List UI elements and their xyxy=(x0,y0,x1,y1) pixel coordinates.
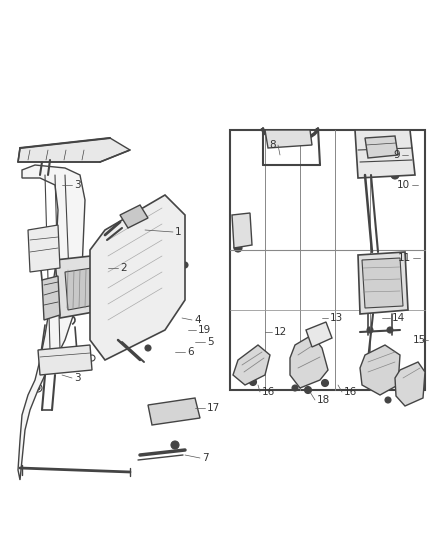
Polygon shape xyxy=(28,225,60,272)
Polygon shape xyxy=(42,276,60,320)
Text: 16: 16 xyxy=(344,387,357,397)
Circle shape xyxy=(367,327,373,333)
Text: 1: 1 xyxy=(175,227,182,237)
Polygon shape xyxy=(65,268,95,310)
Text: 7: 7 xyxy=(202,453,208,463)
Polygon shape xyxy=(120,205,148,228)
Text: 10: 10 xyxy=(397,180,410,190)
Text: 13: 13 xyxy=(330,313,343,323)
Text: 3: 3 xyxy=(74,180,81,190)
Circle shape xyxy=(123,319,127,325)
Text: 3: 3 xyxy=(74,373,81,383)
Circle shape xyxy=(391,171,399,179)
Polygon shape xyxy=(232,213,252,248)
Circle shape xyxy=(321,379,328,386)
Circle shape xyxy=(250,378,257,385)
Polygon shape xyxy=(358,252,408,314)
Circle shape xyxy=(254,367,261,374)
Polygon shape xyxy=(265,130,312,148)
Text: 14: 14 xyxy=(392,313,405,323)
Circle shape xyxy=(234,244,242,252)
Text: 9: 9 xyxy=(393,150,400,160)
Polygon shape xyxy=(38,345,92,375)
Circle shape xyxy=(36,386,40,390)
Circle shape xyxy=(145,345,151,351)
Polygon shape xyxy=(90,195,185,360)
Polygon shape xyxy=(18,138,130,162)
Text: 18: 18 xyxy=(317,395,330,405)
Circle shape xyxy=(171,441,179,449)
Text: 16: 16 xyxy=(262,387,275,397)
Circle shape xyxy=(307,372,313,378)
Polygon shape xyxy=(365,136,398,158)
Polygon shape xyxy=(148,398,200,425)
Text: 12: 12 xyxy=(274,327,287,337)
Text: 19: 19 xyxy=(198,325,211,335)
Polygon shape xyxy=(395,362,425,406)
Polygon shape xyxy=(290,335,328,388)
Text: 5: 5 xyxy=(207,337,214,347)
Circle shape xyxy=(182,262,188,268)
Text: 15: 15 xyxy=(413,335,426,345)
Circle shape xyxy=(385,397,391,403)
Circle shape xyxy=(390,377,396,383)
Circle shape xyxy=(405,394,411,401)
Polygon shape xyxy=(362,258,403,308)
Text: 8: 8 xyxy=(269,140,276,150)
Polygon shape xyxy=(55,255,105,318)
Text: 11: 11 xyxy=(398,253,411,263)
Polygon shape xyxy=(355,130,415,178)
Circle shape xyxy=(372,382,378,388)
Text: 4: 4 xyxy=(194,315,201,325)
Text: 6: 6 xyxy=(187,347,194,357)
Polygon shape xyxy=(233,345,270,385)
Polygon shape xyxy=(360,345,400,395)
Polygon shape xyxy=(118,310,136,334)
Circle shape xyxy=(304,386,311,393)
Polygon shape xyxy=(306,322,332,347)
Text: 2: 2 xyxy=(120,263,127,273)
Polygon shape xyxy=(18,165,85,480)
Text: 17: 17 xyxy=(207,403,220,413)
Circle shape xyxy=(387,327,393,333)
Circle shape xyxy=(292,385,298,391)
